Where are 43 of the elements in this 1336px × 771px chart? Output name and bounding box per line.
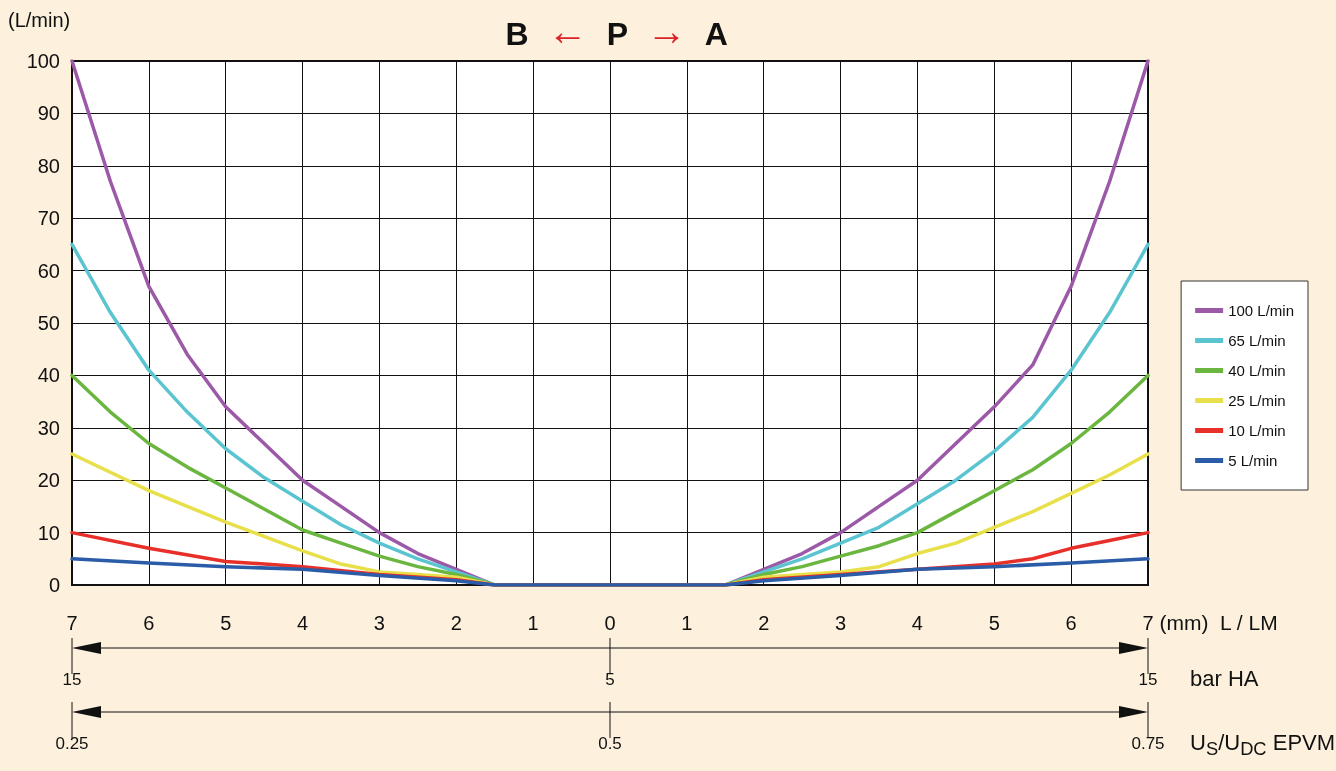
x-tick-label: 5: [220, 612, 232, 634]
legend-label: 5 L/min: [1228, 452, 1278, 469]
x-tick-label: 1: [527, 612, 539, 634]
y-tick-label: 100: [26, 50, 60, 72]
x-tick-label: 4: [297, 612, 309, 634]
y-tick-label: 0: [48, 574, 60, 596]
text: 0.75: [1131, 734, 1165, 754]
legend-label: 65 L/min: [1228, 332, 1286, 349]
x-axis-title: (mm) L / LM: [1159, 611, 1278, 634]
y-tick-label: 10: [37, 521, 60, 544]
text: bar HA: [1190, 666, 1259, 692]
legend-label: 25 L/min: [1228, 392, 1286, 409]
x-tick-label: 7: [1142, 612, 1154, 634]
text: 15: [1138, 670, 1158, 690]
text: 0.5: [598, 734, 622, 754]
x-tick-label: 2: [450, 612, 462, 634]
y-tick-label: 40: [37, 364, 60, 387]
legend-label: 10 L/min: [1228, 422, 1286, 439]
text: U$_{S}$/U$_{DC}$ EPVM: [1190, 730, 1336, 761]
text: 15: [62, 670, 82, 690]
chart-title: B ← P → A: [505, 9, 728, 53]
x-tick-label: 0: [604, 612, 616, 634]
y-axis-title: (L/min): [8, 9, 71, 31]
x-tick-label: 6: [1065, 612, 1077, 634]
x-tick-label: 6: [143, 612, 155, 634]
y-tick-label: 80: [37, 154, 60, 177]
x-tick-label: 4: [911, 612, 923, 634]
x-tick-label: 7: [66, 612, 78, 634]
y-tick-label: 70: [37, 207, 60, 230]
legend-label: 40 L/min: [1228, 362, 1286, 379]
y-tick-label: 50: [37, 312, 60, 334]
x-tick-label: 5: [988, 612, 1000, 634]
x-tick-label: 2: [758, 612, 770, 634]
text: 5: [605, 670, 615, 690]
y-tick-label: 90: [37, 102, 60, 125]
y-tick-label: 30: [37, 416, 60, 439]
y-tick-label: 60: [37, 259, 60, 282]
y-tick-label: 20: [37, 469, 60, 492]
x-tick-label: 1: [681, 612, 693, 634]
text: 0.25: [55, 734, 89, 754]
x-tick-label: 3: [835, 612, 847, 634]
legend-label: 100 L/min: [1228, 302, 1294, 319]
x-tick-label: 3: [373, 612, 385, 634]
